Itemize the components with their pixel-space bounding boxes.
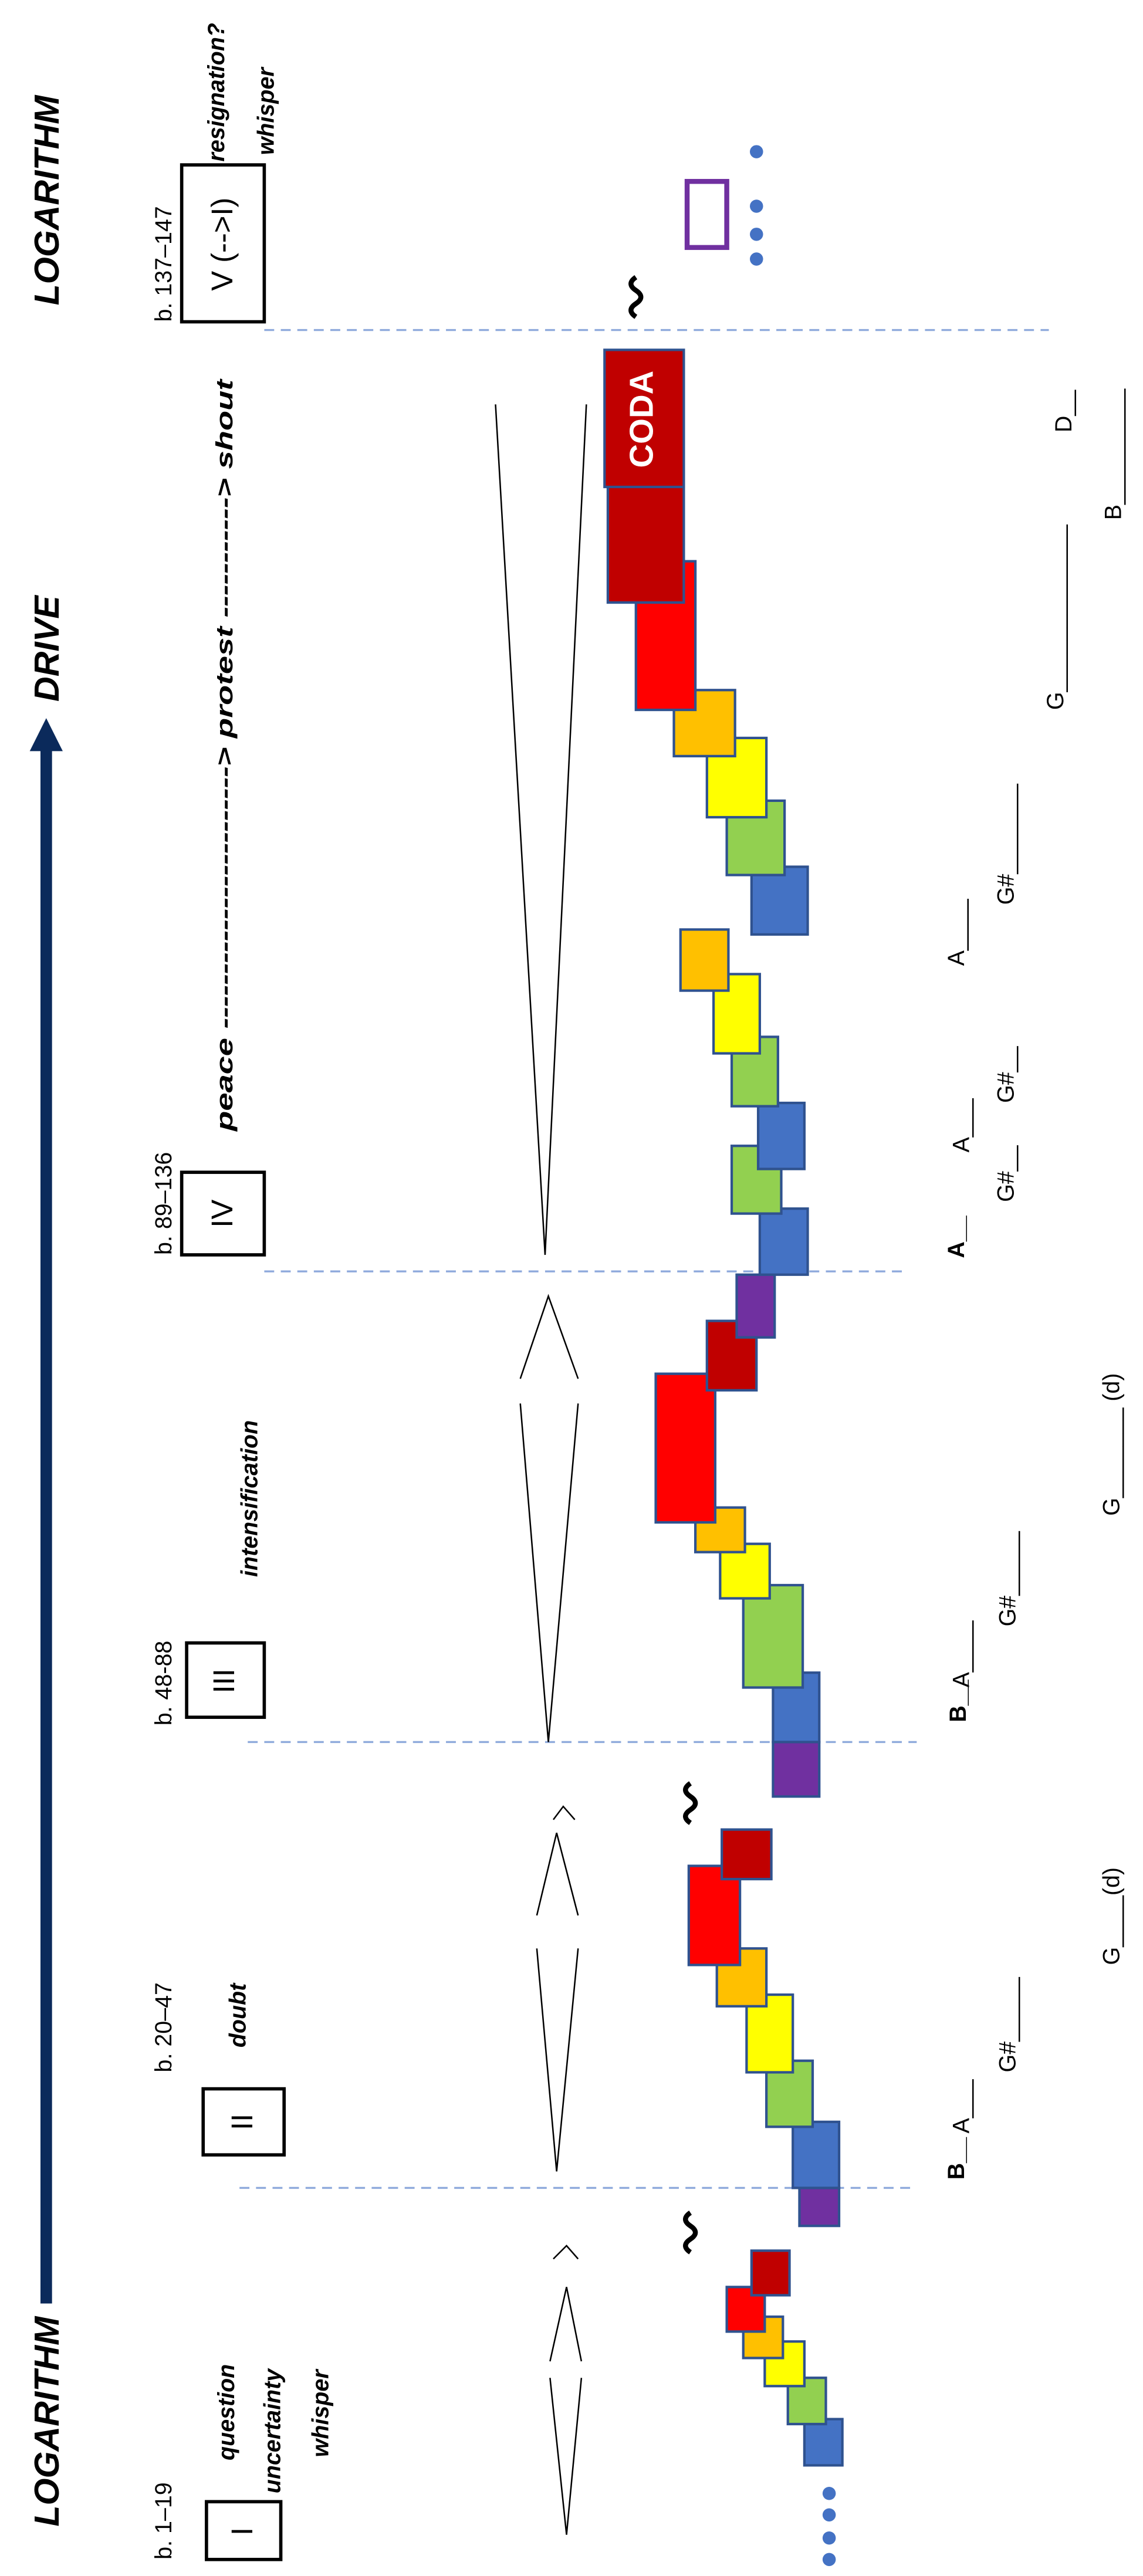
numeral: I: [225, 2527, 259, 2536]
numeral-box: [185, 1641, 266, 1719]
mood: uncertainty: [260, 2368, 286, 2493]
arrow-head: [29, 718, 63, 752]
mood: doubt: [225, 1982, 251, 2047]
numeral: III: [207, 1668, 241, 1693]
block: [750, 865, 809, 936]
block: [786, 2377, 827, 2426]
mood: peace ------------------------> protest …: [212, 378, 238, 1132]
hairpin: [536, 1805, 579, 2172]
note: D__: [1051, 390, 1077, 432]
block: [750, 2249, 791, 2297]
block: [803, 2418, 844, 2467]
landscape-frame: LOGARITHM DRIVE LOGARITHM b. 1–19 I ques…: [27, 23, 1127, 2567]
mood: intensification: [236, 1420, 262, 1577]
block: [758, 1207, 809, 1276]
note: A___: [949, 2079, 975, 2133]
numeral: V (-->I): [205, 198, 239, 291]
block: [606, 469, 685, 604]
note: A___: [949, 1098, 975, 1152]
block: [756, 1101, 806, 1170]
mood: resignation?: [204, 23, 229, 161]
note: B__: [944, 2137, 969, 2179]
mood: whisper: [307, 2368, 333, 2457]
block: [725, 2286, 766, 2333]
axis-right-label: LOGARITHM: [27, 94, 66, 306]
numeral-box: [205, 2500, 283, 2561]
note: G#_____: [995, 1976, 1020, 2072]
note: G____(d): [1099, 1867, 1125, 1965]
numeral: II: [225, 2114, 259, 2130]
hairpin: [519, 1294, 579, 1742]
block: [712, 973, 762, 1055]
note: A____: [944, 898, 969, 966]
bars-label: b. 89–136: [151, 1152, 177, 1255]
numeral: IV: [205, 1199, 239, 1227]
dot: [750, 199, 763, 213]
note: B__: [945, 1679, 971, 1722]
blocks: [603, 348, 844, 2467]
dot: [750, 228, 763, 241]
block: [745, 1993, 794, 2074]
bars-label: b. 48-88: [151, 1641, 177, 1726]
coda-label: CODA: [623, 371, 660, 468]
bars-label: b. 20–47: [151, 1982, 177, 2072]
block: [772, 1741, 821, 1798]
axis-left-label: LOGARITHM: [27, 2316, 66, 2527]
block: [798, 2186, 841, 2228]
dot: [822, 2553, 836, 2567]
axis-middle-label: DRIVE: [27, 595, 66, 702]
squiggle: [683, 2211, 698, 2255]
block: [721, 1828, 773, 1881]
block: [654, 1372, 717, 1524]
note: A__: [944, 1215, 969, 1258]
dot: [822, 2531, 836, 2545]
note: G_______ (d): [1099, 1373, 1125, 1516]
note: B_________: [1101, 388, 1127, 520]
note: G#__: [993, 1145, 1019, 1201]
squiggle: [628, 275, 644, 319]
block: [687, 1864, 742, 1966]
numeral-box: [180, 163, 266, 324]
mood: whisper: [253, 66, 279, 155]
note: G#_______: [993, 783, 1019, 905]
note: G#_____: [995, 1531, 1020, 1626]
bars-label: b. 1–19: [151, 2482, 177, 2559]
note: A____: [949, 1620, 975, 1687]
block: [603, 348, 685, 489]
numeral-box: [201, 2087, 286, 2157]
dot: [822, 2508, 836, 2522]
numeral-box: [180, 1170, 266, 1257]
note: G#__: [993, 1046, 1019, 1103]
mood: question: [214, 2364, 239, 2460]
bars-label: b. 137–147: [151, 206, 177, 321]
dot: [822, 2486, 836, 2500]
note: G_____________: [1043, 524, 1068, 710]
dot: [750, 252, 763, 266]
squiggle: [683, 1781, 698, 1825]
outline-block: [684, 179, 729, 251]
block: [792, 2120, 841, 2189]
block: [742, 1583, 804, 1689]
hairpin: [495, 404, 587, 1255]
block: [679, 928, 730, 992]
block: [705, 736, 768, 819]
hairpin: [549, 2245, 583, 2535]
block: [735, 1273, 776, 1339]
dot: [750, 145, 763, 158]
